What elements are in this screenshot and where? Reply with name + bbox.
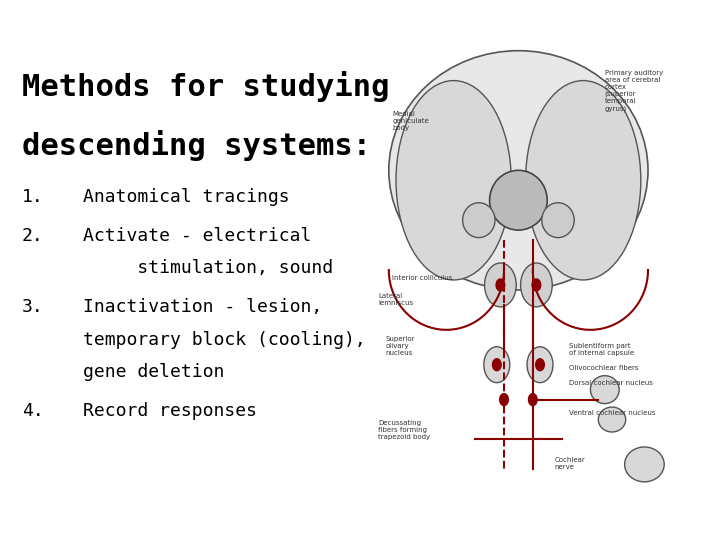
Text: Interior colliculus: Interior colliculus xyxy=(392,275,453,281)
Circle shape xyxy=(527,347,553,383)
Circle shape xyxy=(528,394,537,406)
Text: stimulation, sound: stimulation, sound xyxy=(83,259,333,278)
Ellipse shape xyxy=(396,80,511,280)
Circle shape xyxy=(500,394,508,406)
Text: Record responses: Record responses xyxy=(83,402,257,420)
Ellipse shape xyxy=(598,407,626,432)
Text: 4.: 4. xyxy=(22,402,43,420)
Circle shape xyxy=(532,279,541,291)
Circle shape xyxy=(492,359,501,370)
Text: Inactivation - lesion,: Inactivation - lesion, xyxy=(83,298,322,316)
Text: 2.: 2. xyxy=(22,227,43,245)
Circle shape xyxy=(484,347,510,383)
Text: gene deletion: gene deletion xyxy=(83,363,224,381)
Circle shape xyxy=(536,359,544,370)
Circle shape xyxy=(496,279,505,291)
Text: Ventral cochlear nucleus: Ventral cochlear nucleus xyxy=(569,409,655,416)
Ellipse shape xyxy=(590,376,619,403)
Text: 3.: 3. xyxy=(22,298,43,316)
Ellipse shape xyxy=(389,51,648,290)
Circle shape xyxy=(485,263,516,307)
Text: Superior
olivary
nucleus: Superior olivary nucleus xyxy=(385,336,415,356)
Text: Methods for studying: Methods for studying xyxy=(22,71,389,102)
Ellipse shape xyxy=(541,202,575,238)
Ellipse shape xyxy=(625,447,664,482)
Text: Primary auditory
area of cerebral
cortex
(superior
temporal
gyrus): Primary auditory area of cerebral cortex… xyxy=(605,70,663,112)
Text: temporary block (cooling),: temporary block (cooling), xyxy=(83,330,366,349)
Text: Decussating
fibers forming
trapezoid body: Decussating fibers forming trapezoid bod… xyxy=(378,421,430,441)
Text: Cochlear
nerve: Cochlear nerve xyxy=(554,457,585,470)
Text: Activate - electrical: Activate - electrical xyxy=(83,227,311,245)
Ellipse shape xyxy=(490,170,547,230)
Text: Sublentiform part
of internal capsule: Sublentiform part of internal capsule xyxy=(569,343,634,356)
Ellipse shape xyxy=(526,80,641,280)
Text: Olivocochlear fibers: Olivocochlear fibers xyxy=(569,364,639,370)
Text: 1.: 1. xyxy=(22,188,43,206)
Ellipse shape xyxy=(463,202,495,238)
Text: Anatomical tracings: Anatomical tracings xyxy=(83,188,289,206)
Text: Dorsal cochlear nucleus: Dorsal cochlear nucleus xyxy=(569,380,652,386)
Circle shape xyxy=(521,263,552,307)
Text: descending systems:: descending systems: xyxy=(22,130,371,161)
Text: Lateral
lemniscus: Lateral lemniscus xyxy=(378,293,413,306)
Text: Medial
geniculate
body: Medial geniculate body xyxy=(392,111,429,131)
